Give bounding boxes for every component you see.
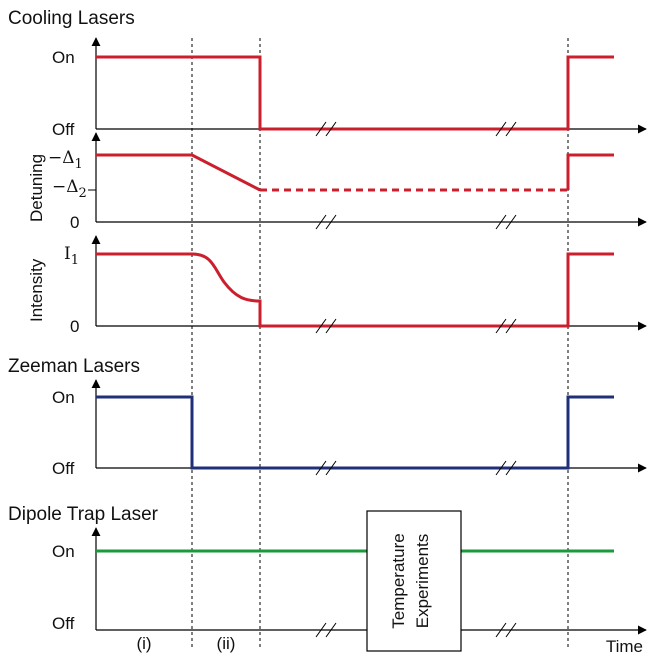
cooling-on-label: On bbox=[52, 48, 75, 67]
cooling-onoff-trace bbox=[96, 55, 614, 131]
zeeman-on-label: On bbox=[52, 388, 75, 407]
axis-break bbox=[495, 121, 517, 137]
intensity-trace bbox=[96, 252, 614, 328]
detuning-level2-label: −Δ2 bbox=[52, 177, 87, 201]
phase-label-i: (i) bbox=[136, 634, 151, 653]
temperature-experiments-box bbox=[366, 510, 462, 652]
axis-break bbox=[315, 214, 337, 230]
dipole-trap-title: Dipole Trap Laser bbox=[8, 504, 159, 525]
intensity-axis-label: Intensity bbox=[27, 258, 46, 322]
temperature-experiments-line1: Temperature bbox=[389, 533, 408, 628]
axis-break bbox=[495, 318, 517, 334]
intensity-zero-label: 0 bbox=[70, 317, 79, 336]
detuning-axis-label: Detuning bbox=[27, 154, 46, 222]
intensity-level1-label: I1 bbox=[64, 244, 79, 268]
cooling-intensity-panel: Intensity I1 0 bbox=[27, 235, 647, 336]
cooling-lasers-title: Cooling Lasers bbox=[8, 8, 135, 29]
axis-break bbox=[315, 460, 337, 476]
phase-label-ii: (ii) bbox=[217, 634, 236, 653]
dipole-off-label: Off bbox=[52, 614, 75, 633]
detuning-zero-label: 0 bbox=[70, 213, 79, 232]
time-axis-label: Time bbox=[606, 637, 643, 656]
axis-break bbox=[315, 622, 337, 638]
axis-break bbox=[495, 214, 517, 230]
detuning-reload-trace bbox=[566, 153, 614, 190]
zeeman-lasers-title: Zeeman Lasers bbox=[8, 356, 140, 377]
detuning-level1-label: −Δ1 bbox=[48, 148, 83, 172]
cooling-onoff-panel: On Off bbox=[52, 37, 647, 139]
detuning-trace bbox=[96, 153, 261, 192]
axis-break bbox=[495, 460, 517, 476]
zeeman-trace bbox=[96, 395, 614, 470]
zeeman-panel: On Off bbox=[52, 379, 647, 478]
dipole-panel: On Off Temperature Experiments bbox=[52, 510, 647, 652]
axis-break bbox=[315, 121, 337, 137]
axis-break-marks bbox=[315, 121, 517, 638]
cooling-off-label: Off bbox=[52, 120, 75, 139]
axis-break bbox=[495, 622, 517, 638]
dipole-on-label: On bbox=[52, 542, 75, 561]
temperature-experiments-line2: Experiments bbox=[413, 534, 432, 628]
axis-break bbox=[315, 318, 337, 334]
zeeman-off-label: Off bbox=[52, 459, 75, 478]
cooling-detuning-panel: Detuning −Δ1 −Δ2 0 bbox=[27, 132, 647, 232]
